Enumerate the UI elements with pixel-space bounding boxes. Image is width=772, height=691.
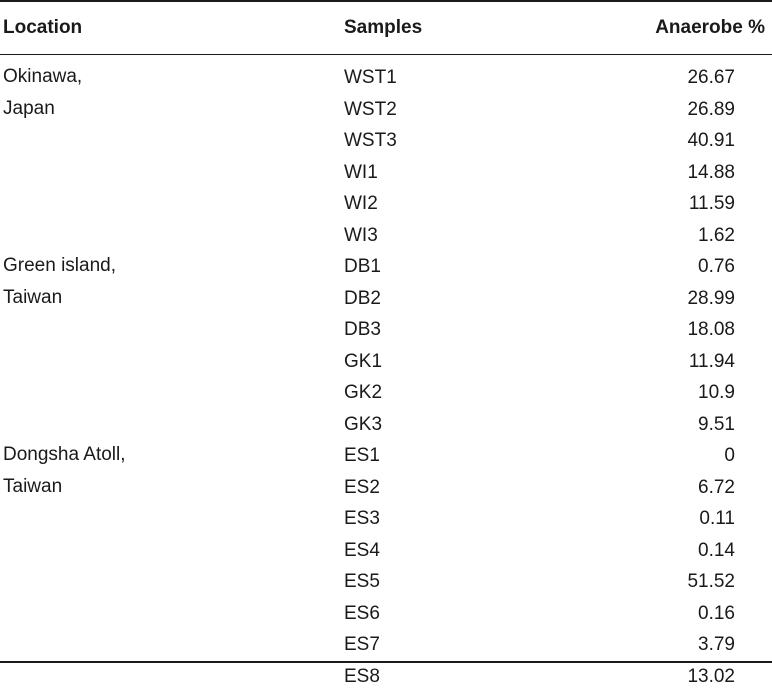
anaerobe-value-cell: 0.11	[699, 508, 735, 530]
sample-cell: WI1	[344, 162, 378, 184]
table-row: DB2 28.99	[0, 282, 772, 314]
table-row: GK1 11.94	[0, 345, 772, 377]
table-row: ES5 51.52	[0, 565, 772, 597]
table-row: DB1 0.76	[0, 250, 772, 282]
table-row: WST2 26.89	[0, 93, 772, 125]
anaerobe-value-cell: 3.79	[698, 634, 735, 656]
table-row: WI3 1.62	[0, 219, 772, 251]
table-row: ES8 13.02	[0, 660, 772, 691]
anaerobe-value-cell: 26.67	[687, 67, 735, 89]
anaerobe-value-cell: 9.51	[698, 414, 735, 436]
table-row: GK3 9.51	[0, 408, 772, 440]
table-row: ES3 0.11	[0, 502, 772, 534]
table-row: WST3 40.91	[0, 124, 772, 156]
anaerobe-value-cell: 28.99	[687, 288, 735, 310]
table-row: ES4 0.14	[0, 534, 772, 566]
sample-cell: WI2	[344, 193, 378, 215]
anaerobe-value-cell: 10.9	[698, 382, 735, 404]
table-row: GK2 10.9	[0, 376, 772, 408]
table-row: DB3 18.08	[0, 313, 772, 345]
header-anaerobe: Anaerobe %	[655, 17, 765, 39]
anaerobe-value-cell: 40.91	[687, 130, 735, 152]
sample-cell: ES2	[344, 477, 380, 499]
sample-cell: WST1	[344, 67, 397, 89]
sample-cell: GK2	[344, 382, 382, 404]
sample-cell: DB3	[344, 319, 381, 341]
anaerobe-value-cell: 6.72	[698, 477, 735, 499]
sample-cell: DB1	[344, 256, 381, 278]
anaerobe-value-cell: 1.62	[698, 225, 735, 247]
sample-cell: GK1	[344, 351, 382, 373]
header-rule	[0, 54, 772, 55]
header-samples: Samples	[344, 17, 422, 39]
table-row: ES7 3.79	[0, 628, 772, 660]
sample-cell: GK3	[344, 414, 382, 436]
table-row: WI2 11.59	[0, 187, 772, 219]
table-header: Location Samples Anaerobe %	[0, 0, 772, 54]
sample-cell: ES7	[344, 634, 380, 656]
anaerobe-value-cell: 18.08	[687, 319, 735, 341]
anaerobe-value-cell: 0	[724, 445, 735, 467]
sample-cell: WI3	[344, 225, 378, 247]
anaerobe-value-cell: 0.16	[698, 603, 735, 625]
anaerobe-value-cell: 11.94	[689, 351, 735, 373]
table-row: ES6 0.16	[0, 597, 772, 629]
anaerobe-value-cell: 0.76	[698, 256, 735, 278]
table-row: WI1 14.88	[0, 156, 772, 188]
table-row: WST1 26.67	[0, 61, 772, 93]
sample-cell: ES1	[344, 445, 380, 467]
table-row: ES1 0	[0, 439, 772, 471]
anaerobe-value-cell: 26.89	[687, 99, 735, 121]
sample-cell: ES8	[344, 666, 380, 688]
sample-cell: ES3	[344, 508, 380, 530]
anaerobe-value-cell: 51.52	[687, 571, 735, 593]
sample-cell: DB2	[344, 288, 381, 310]
sample-cell: WST2	[344, 99, 397, 121]
sample-cell: ES4	[344, 540, 380, 562]
sample-cell: ES6	[344, 603, 380, 625]
sample-cell: ES5	[344, 571, 380, 593]
table-row: ES2 6.72	[0, 471, 772, 503]
anaerobe-value-cell: 0.14	[698, 540, 735, 562]
sample-cell: WST3	[344, 130, 397, 152]
anaerobe-value-cell: 13.02	[687, 666, 735, 688]
anaerobe-value-cell: 14.88	[687, 162, 735, 184]
header-location: Location	[3, 17, 82, 39]
anaerobe-value-cell: 11.59	[689, 193, 735, 215]
